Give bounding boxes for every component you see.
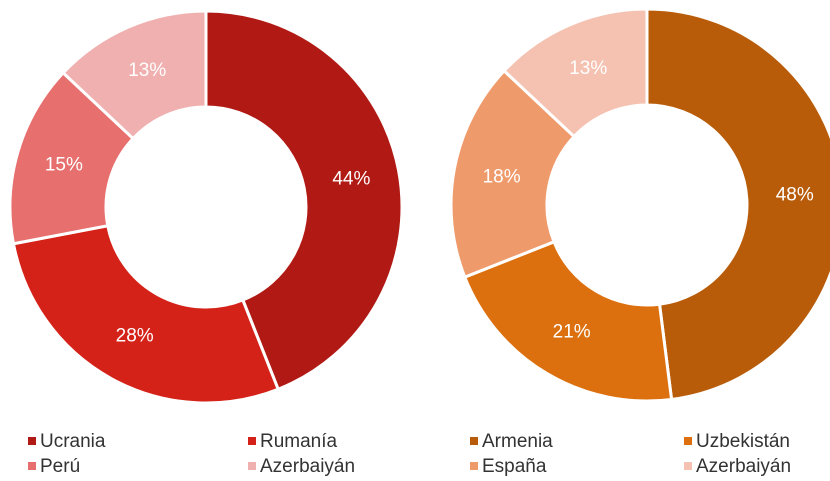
legend-label: Azerbaiyán [696, 456, 791, 477]
legend-label: Armenia [482, 431, 553, 452]
data-label: 18% [483, 166, 521, 187]
legend-swatch [28, 437, 36, 445]
data-label: 15% [45, 155, 83, 176]
legend-label: España [482, 456, 547, 477]
donut-slice [204, 9, 404, 392]
legend-label: Ucrania [40, 431, 106, 452]
donut-slice [11, 223, 281, 405]
donut-slice [462, 239, 674, 403]
donut-slice [61, 9, 208, 141]
legend-label: Perú [40, 456, 80, 477]
data-label: 21% [553, 321, 591, 342]
legend-label: Rumanía [260, 431, 338, 452]
donut-slice [449, 68, 577, 280]
data-label: 48% [776, 185, 814, 206]
legend-swatch [248, 462, 256, 470]
legend-label: Azerbaiyán [260, 456, 355, 477]
legend-swatch [470, 437, 478, 445]
data-label: 44% [332, 168, 370, 189]
legend-label: Uzbekistán [696, 431, 790, 452]
donut-slice [502, 7, 649, 139]
legend-swatch [470, 462, 478, 470]
data-label: 13% [569, 58, 607, 79]
legend-swatch [684, 462, 692, 470]
data-label: 28% [116, 326, 154, 347]
data-label: 13% [128, 60, 166, 81]
legend-swatch [28, 462, 36, 470]
legend-swatch [248, 437, 256, 445]
donut-slice [645, 7, 830, 402]
legend-swatch [684, 437, 692, 445]
